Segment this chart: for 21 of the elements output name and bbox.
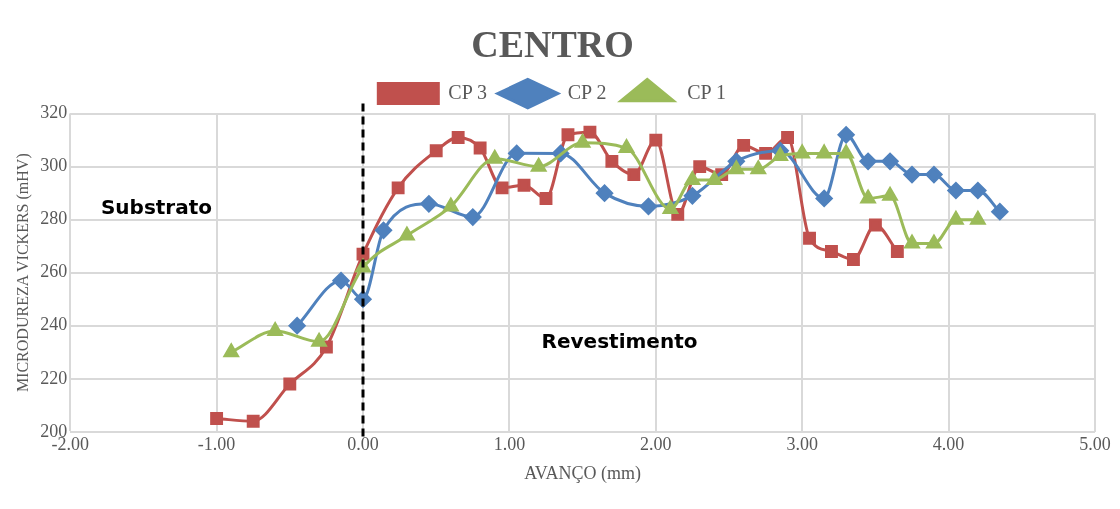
y-tick-label: 220 xyxy=(40,367,68,388)
legend-label: CP 3 xyxy=(448,80,488,103)
x-tick-label: 1.00 xyxy=(493,434,526,455)
legend-label: CP 1 xyxy=(687,80,726,103)
x-axis-title: AVANÇO (mm) xyxy=(524,462,642,484)
y-axis-title: MICRODUREZA VICKERS (mHV) xyxy=(13,153,32,393)
x-tick-label: 4.00 xyxy=(932,434,965,455)
x-tick-label: -1.00 xyxy=(197,434,236,455)
legend-label: CP 2 xyxy=(567,80,607,103)
x-tick-label: 3.00 xyxy=(786,434,818,455)
x-tick-label: 5.00 xyxy=(1079,434,1111,455)
y-tick-label: 260 xyxy=(40,261,68,282)
x-tick-label: 2.00 xyxy=(640,434,672,455)
y-tick-label: 320 xyxy=(40,102,68,123)
x-tick-label: 0.00 xyxy=(347,434,379,455)
y-tick-label: 300 xyxy=(40,155,68,176)
y-tick-label: 280 xyxy=(40,208,68,229)
annotation: Substrato xyxy=(100,195,213,220)
annotation: Revestimento xyxy=(541,328,698,353)
chart-title: CENTRO xyxy=(471,22,634,65)
y-tick-label: 240 xyxy=(40,314,68,335)
